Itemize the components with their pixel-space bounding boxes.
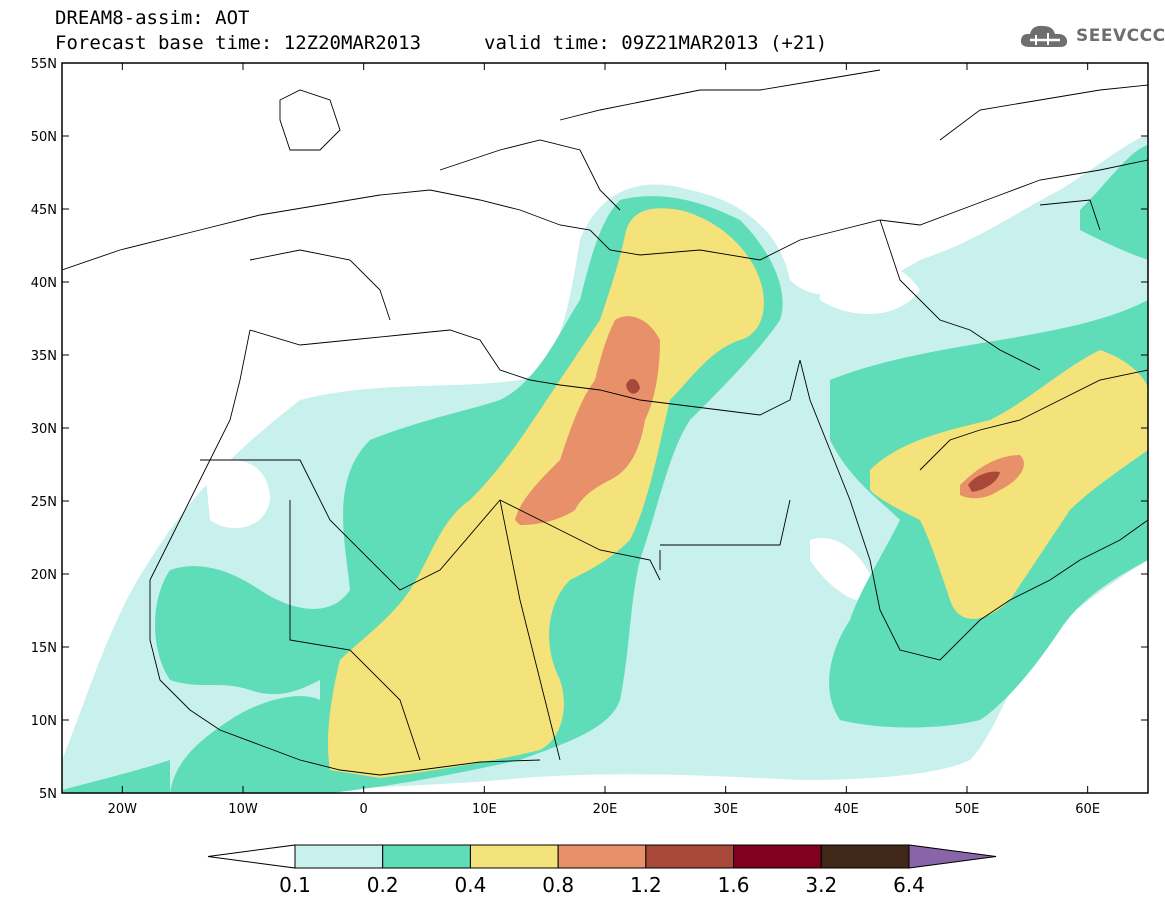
lon-tick-label: 0	[360, 802, 368, 817]
cloud-icon	[1020, 25, 1068, 47]
lat-tick-label: 25N	[31, 495, 57, 510]
colorbar-level-label: 0.2	[367, 873, 399, 897]
lon-tick-label: 30E	[713, 802, 738, 817]
lat-tick-label: 15N	[31, 641, 57, 656]
colorbar-swatch	[294, 844, 384, 869]
colorbar-level-label: 6.4	[893, 873, 925, 897]
colorbar-swatch	[557, 844, 647, 869]
colorbar-swatch	[382, 844, 471, 869]
lat-tick-label: 5N	[39, 787, 57, 802]
lat-tick-label: 35N	[31, 349, 57, 364]
lat-tick-label: 50N	[31, 130, 57, 145]
aot-level-1.2	[626, 378, 640, 394]
lat-tick-label: 45N	[31, 203, 57, 218]
colorbar-level-label: 1.2	[630, 873, 662, 897]
lat-tick-label: 30N	[31, 422, 57, 437]
logo-text: SEEVCCC	[1076, 26, 1165, 46]
colorbar-level-label: 0.8	[542, 873, 574, 897]
lon-tick-label: 10W	[228, 802, 258, 817]
colorbar-under-triangle	[207, 844, 296, 869]
lon-tick-label: 20W	[108, 802, 138, 817]
longitude-axis: 20W 10W 0 10E 20E 30E 40E 50E 60E	[108, 63, 1100, 817]
lat-tick-label: 55N	[31, 57, 57, 72]
colorbar-level-label: 0.4	[455, 873, 487, 897]
coastlines	[62, 69, 1148, 776]
seevccc-logo: SEEVCCC	[1018, 21, 1165, 55]
aot-level-0.8	[515, 316, 660, 525]
valid-time: valid time: 09Z21MAR2013 (+21)	[484, 32, 828, 54]
map-title: DREAM8-assim: AOT	[55, 7, 250, 29]
forecast-base-time: Forecast base time: 12Z20MAR2013	[55, 32, 422, 54]
colorbar-swatch	[645, 844, 735, 869]
colorbar-swatch	[733, 844, 822, 869]
lon-tick-label: 10E	[472, 802, 497, 817]
colorbar-over-triangle	[908, 844, 997, 869]
colorbar-level-label: 1.6	[718, 873, 750, 897]
lat-tick-label: 10N	[31, 714, 57, 729]
lon-tick-label: 50E	[955, 802, 980, 817]
lon-tick-label: 20E	[593, 802, 618, 817]
colorbar-level-label: 0.1	[279, 873, 311, 897]
colorbar-swatch	[469, 844, 559, 869]
aot-colorbar: 0.1 0.2 0.4 0.8 1.2 1.6 3.2 6.4	[207, 844, 997, 897]
colorbar-level-label: 3.2	[805, 873, 837, 897]
lon-tick-label: 40E	[834, 802, 859, 817]
latitude-axis: 55N 50N 45N 40N 35N 30N 25N 20N 15N 10N 5N	[31, 57, 1148, 802]
lat-tick-label: 40N	[31, 276, 57, 291]
aot-shading	[62, 63, 1148, 793]
colorbar-swatch	[820, 844, 910, 869]
lat-tick-label: 20N	[31, 568, 57, 583]
lon-tick-label: 60E	[1075, 802, 1100, 817]
